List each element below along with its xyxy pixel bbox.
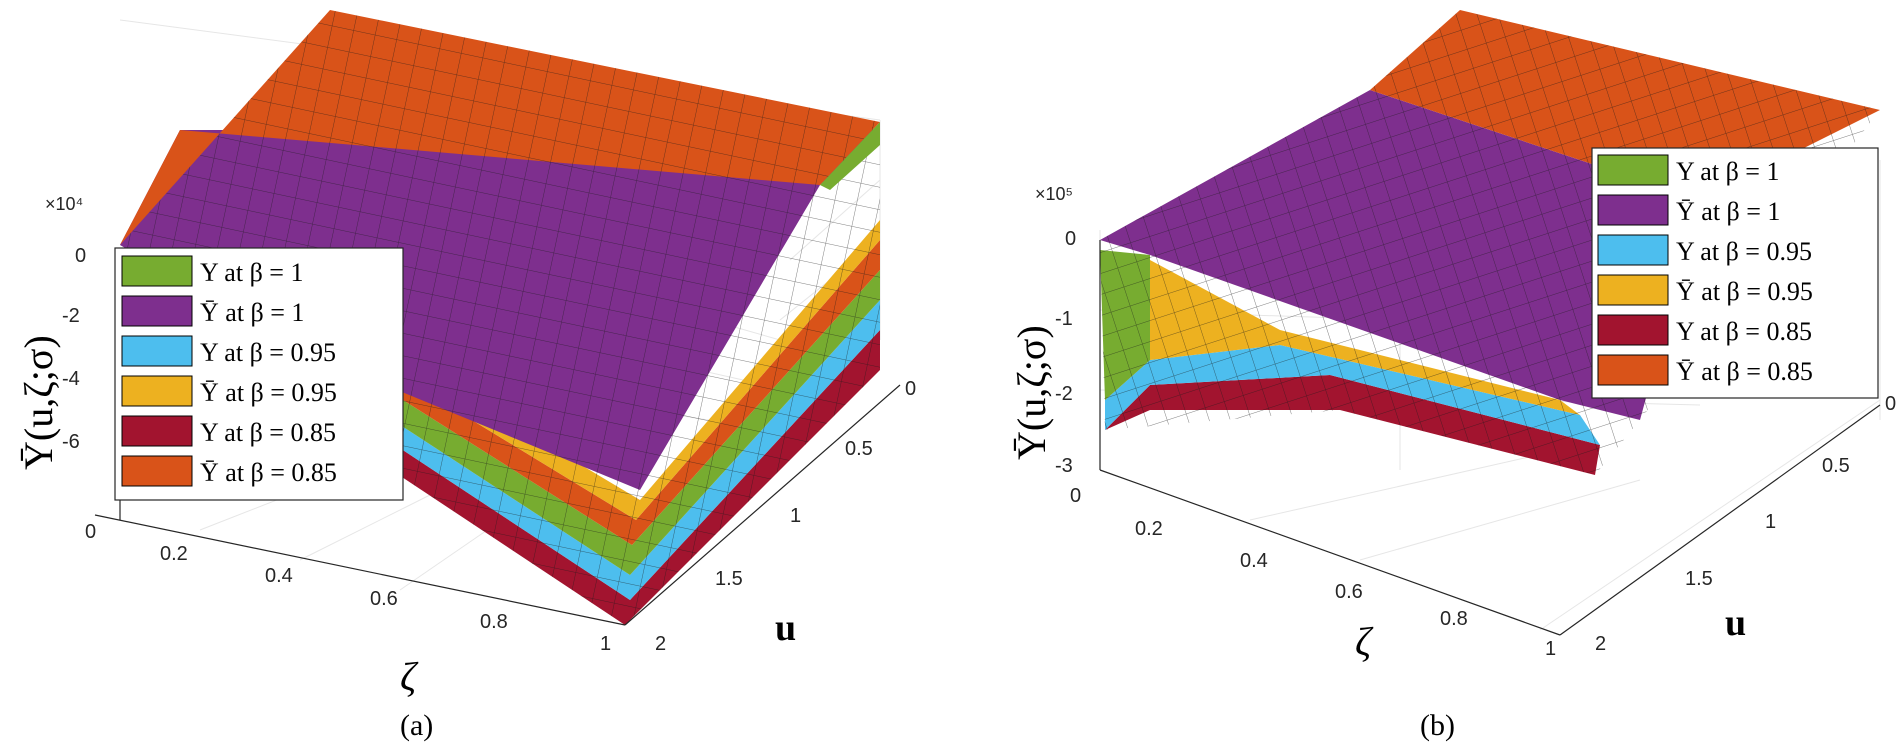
panel-b-utick: 2: [1595, 633, 1606, 655]
panel-a-utick: 1: [790, 505, 801, 527]
legend-entry: Υ at β = 0.95: [1676, 237, 1812, 266]
legend-entry: Ῡ at β = 1: [1676, 197, 1780, 226]
panel-a-caption: (a): [400, 709, 433, 742]
panel-b-ztick: -3: [1055, 455, 1073, 477]
panel-a-ztick: -4: [62, 368, 80, 390]
panel-b-utick: 0.5: [1822, 455, 1850, 477]
panel-a-ztick: -2: [62, 305, 80, 327]
legend-swatch: [1597, 154, 1669, 186]
panel-a-zlabel: Ῡ(u,ζ;σ): [16, 335, 61, 470]
legend-entry: Ῡ at β = 1: [200, 298, 304, 327]
panel-a-ztick: 0: [75, 245, 86, 267]
panel-a-exponent: ×10⁴: [45, 194, 83, 214]
panel-a-utick: 0: [905, 378, 916, 400]
panel-b-xtick: 0.4: [1240, 550, 1268, 572]
panel-b: ×10⁵ 0 -1 -2 -3 0 0.2 0.4 0.6 0.8 1 0 0.…: [1009, 10, 1896, 742]
legend-swatch: [121, 455, 193, 487]
panel-b-xtick: 1: [1545, 638, 1556, 660]
panel-b-exponent: ×10⁵: [1035, 184, 1073, 204]
panel-b-zlabel: Ῡ(u,ζ;σ): [1009, 325, 1054, 460]
panel-b-ulabel: u: [1725, 602, 1746, 644]
legend-entry: Ῡ at β = 0.85: [200, 458, 337, 487]
panel-b-xtick: 0.2: [1135, 518, 1163, 540]
panel-b-ztick: -2: [1055, 383, 1073, 405]
panel-a-xtick: 0.8: [480, 611, 508, 633]
panel-a-ulabel: u: [775, 607, 796, 649]
legend-entry: Υ at β = 0.95: [200, 338, 336, 367]
panel-b-xtick: 0.6: [1335, 581, 1363, 603]
legend-swatch: [121, 335, 193, 367]
legend-swatch: [121, 375, 193, 407]
legend-swatch: [1597, 274, 1669, 306]
panel-b-utick: 1.5: [1685, 568, 1713, 590]
panel-a-xtick: 0.6: [370, 588, 398, 610]
legend-entry: Υ at β = 1: [200, 258, 303, 287]
panel-a-xtick: 1: [600, 633, 611, 655]
panel-a-xlabel: ζ: [400, 654, 419, 699]
panel-b-utick: 0: [1885, 393, 1896, 415]
legend-swatch: [1597, 354, 1669, 386]
panel-a-utick: 0.5: [845, 438, 873, 460]
panel-a-utick: 1.5: [715, 568, 743, 590]
legend-entry: Ῡ at β = 0.85: [1676, 357, 1813, 386]
panel-a-xtick: 0.4: [265, 565, 293, 587]
panel-b-legend: Υ at β = 1 Ῡ at β = 1 Υ at β = 0.95 Ῡ at…: [1591, 147, 1879, 399]
panel-b-utick: 1: [1765, 511, 1776, 533]
legend-swatch: [121, 295, 193, 327]
legend-swatch: [1597, 314, 1669, 346]
panel-b-xtick: 0.8: [1440, 608, 1468, 630]
legend-swatch: [1597, 234, 1669, 266]
panel-b-xtick: 0: [1070, 485, 1081, 507]
legend-entry: Υ at β = 1: [1676, 157, 1779, 186]
legend-swatch: [1597, 194, 1669, 226]
panel-a-surfaces: [120, 10, 880, 625]
panel-a-utick: 2: [655, 633, 666, 655]
legend-swatch: [121, 415, 193, 447]
legend-swatch: [121, 255, 193, 287]
legend-entry: Υ at β = 0.85: [1676, 317, 1812, 346]
panel-b-caption: (b): [1420, 709, 1455, 742]
panel-a-legend: Υ at β = 1 Ῡ at β = 1 Υ at β = 0.95 Ῡ at…: [114, 247, 404, 501]
panel-b-xlabel: ζ: [1355, 619, 1374, 664]
panel-a-xtick: 0.2: [160, 543, 188, 565]
legend-entry: Ῡ at β = 0.95: [200, 378, 337, 407]
panel-a: ×10⁴ 0 -2 -4 -6 0 0.2 0.4 0.6 0.8 1 0 0.…: [16, 10, 916, 742]
panel-a-ztick: -6: [62, 431, 80, 453]
panel-a-xtick: 0: [85, 521, 96, 543]
legend-entry: Υ at β = 0.85: [200, 418, 336, 447]
legend-entry: Ῡ at β = 0.95: [1676, 277, 1813, 306]
panel-b-ztick: 0: [1065, 228, 1076, 250]
panel-b-ztick: -1: [1055, 308, 1073, 330]
